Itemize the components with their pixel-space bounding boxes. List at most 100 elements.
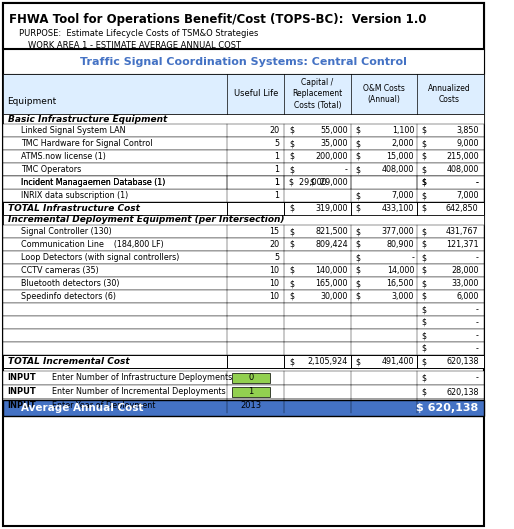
Text: Incident Managaemen Database (1): Incident Managaemen Database (1): [21, 178, 165, 187]
Bar: [3, 329, 484, 342]
Text: INPUT: INPUT: [8, 373, 36, 382]
Bar: [3, 303, 484, 316]
Text: Equipment: Equipment: [8, 97, 57, 106]
Text: $: $: [355, 191, 360, 200]
Bar: [3, 316, 484, 329]
Text: $: $: [421, 279, 427, 288]
Text: Bluetooth detectors (30): Bluetooth detectors (30): [21, 279, 119, 288]
Bar: [3, 114, 484, 124]
Text: 10: 10: [269, 266, 280, 275]
Text: $: $: [289, 152, 294, 161]
Text: 433,100: 433,100: [382, 204, 414, 213]
Text: 15,000: 15,000: [387, 152, 414, 161]
Text: $: $: [421, 331, 427, 340]
Text: INPUT: INPUT: [8, 388, 36, 397]
Text: 121,371: 121,371: [446, 240, 479, 249]
Text: $: $: [421, 388, 427, 397]
Text: -: -: [475, 373, 479, 382]
Text: 491,400: 491,400: [381, 357, 414, 366]
Text: $: $: [355, 204, 360, 213]
Text: Enter Number of Infrastructure Deployments: Enter Number of Infrastructure Deploymen…: [52, 373, 232, 382]
Text: 140,000: 140,000: [316, 266, 348, 275]
Text: Incremental Deployment Equipment (per Intersection): Incremental Deployment Equipment (per In…: [8, 215, 284, 224]
Bar: [3, 49, 484, 74]
Text: 2,105,924: 2,105,924: [307, 357, 348, 366]
Text: 821,500: 821,500: [315, 227, 348, 236]
Text: 2,000: 2,000: [392, 139, 414, 148]
Text: -: -: [475, 305, 479, 314]
Text: Incident Managaemen Database (1): Incident Managaemen Database (1): [21, 178, 165, 187]
Text: 1: 1: [274, 152, 280, 161]
Bar: [3, 150, 484, 163]
Text: $: $: [421, 178, 427, 187]
Bar: [3, 342, 484, 355]
Bar: [3, 251, 484, 264]
Text: 319,000: 319,000: [315, 204, 348, 213]
Text: $: $: [289, 139, 294, 148]
Text: Speedinfo detectors (6): Speedinfo detectors (6): [21, 292, 116, 301]
Text: $ 620,138: $ 620,138: [416, 403, 479, 413]
Text: $: $: [421, 344, 427, 353]
Text: $: $: [421, 240, 427, 249]
Text: 1: 1: [248, 388, 254, 397]
Text: 10: 10: [269, 279, 280, 288]
Text: $: $: [289, 266, 294, 275]
Text: 14,000: 14,000: [387, 266, 414, 275]
Text: -: -: [475, 318, 479, 327]
Text: FHWA Tool for Operations Benefit/Cost (TOPS-BC):  Version 1.0: FHWA Tool for Operations Benefit/Cost (T…: [9, 13, 427, 25]
Text: WORK AREA 1 - ESTIMATE AVERAGE ANNUAL COST: WORK AREA 1 - ESTIMATE AVERAGE ANNUAL CO…: [28, 41, 242, 50]
Text: Annualized
Costs: Annualized Costs: [428, 84, 471, 104]
Bar: [3, 189, 484, 202]
Text: 9,000: 9,000: [456, 139, 479, 148]
Bar: [232, 373, 270, 383]
Text: PURPOSE:  Estimate Lifecycle Costs of TSM&O Strategies: PURPOSE: Estimate Lifecycle Costs of TSM…: [19, 29, 259, 38]
Text: 200,000: 200,000: [315, 152, 348, 161]
Bar: [3, 355, 484, 368]
Text: 5: 5: [274, 253, 280, 262]
Text: Traffic Signal Coordination Systems: Central Control: Traffic Signal Coordination Systems: Cen…: [80, 57, 407, 67]
Text: $: $: [355, 253, 360, 262]
Text: $: $: [421, 292, 427, 301]
Text: -: -: [475, 178, 479, 187]
Text: $: $: [355, 240, 360, 249]
Text: $: $: [289, 227, 294, 236]
Text: 15: 15: [269, 227, 280, 236]
Text: 431,767: 431,767: [446, 227, 479, 236]
Text: Linked Signal System LAN: Linked Signal System LAN: [21, 126, 125, 135]
Text: 620,138: 620,138: [446, 357, 479, 366]
Text: 33,000: 33,000: [451, 279, 479, 288]
Text: -: -: [475, 331, 479, 340]
Bar: [232, 387, 270, 397]
Bar: [3, 137, 484, 150]
Text: -: -: [475, 344, 479, 353]
Text: $: $: [355, 266, 360, 275]
Text: $: $: [289, 292, 294, 301]
Text: 1: 1: [274, 178, 280, 187]
Text: $: $: [289, 240, 294, 249]
Text: $: $: [421, 227, 427, 236]
Text: -: -: [345, 165, 348, 174]
Text: $: $: [289, 279, 294, 288]
Text: $: $: [421, 253, 427, 262]
Text: TOTAL Infrastructure Cost: TOTAL Infrastructure Cost: [8, 204, 139, 213]
Text: 28,000: 28,000: [451, 266, 479, 275]
Text: $: $: [355, 279, 360, 288]
Bar: [3, 371, 484, 385]
Text: 165,000: 165,000: [315, 279, 348, 288]
Text: Communication Line    (184,800 LF): Communication Line (184,800 LF): [21, 240, 163, 249]
Text: $: $: [421, 357, 427, 366]
Text: 809,424: 809,424: [315, 240, 348, 249]
Text: Signal Controller (130): Signal Controller (130): [21, 227, 112, 236]
Text: $: $: [421, 191, 427, 200]
Text: $: $: [355, 357, 360, 366]
Text: TMC Operators: TMC Operators: [21, 165, 81, 174]
Text: 3,000: 3,000: [392, 292, 414, 301]
Text: TMC Hardware for Signal Control: TMC Hardware for Signal Control: [21, 139, 152, 148]
Text: $: $: [355, 152, 360, 161]
Bar: [3, 176, 484, 189]
Text: 620,138: 620,138: [446, 388, 479, 397]
Text: INPUT: INPUT: [8, 402, 36, 411]
Text: 215,000: 215,000: [446, 152, 479, 161]
Bar: [3, 277, 484, 290]
Bar: [3, 225, 484, 238]
